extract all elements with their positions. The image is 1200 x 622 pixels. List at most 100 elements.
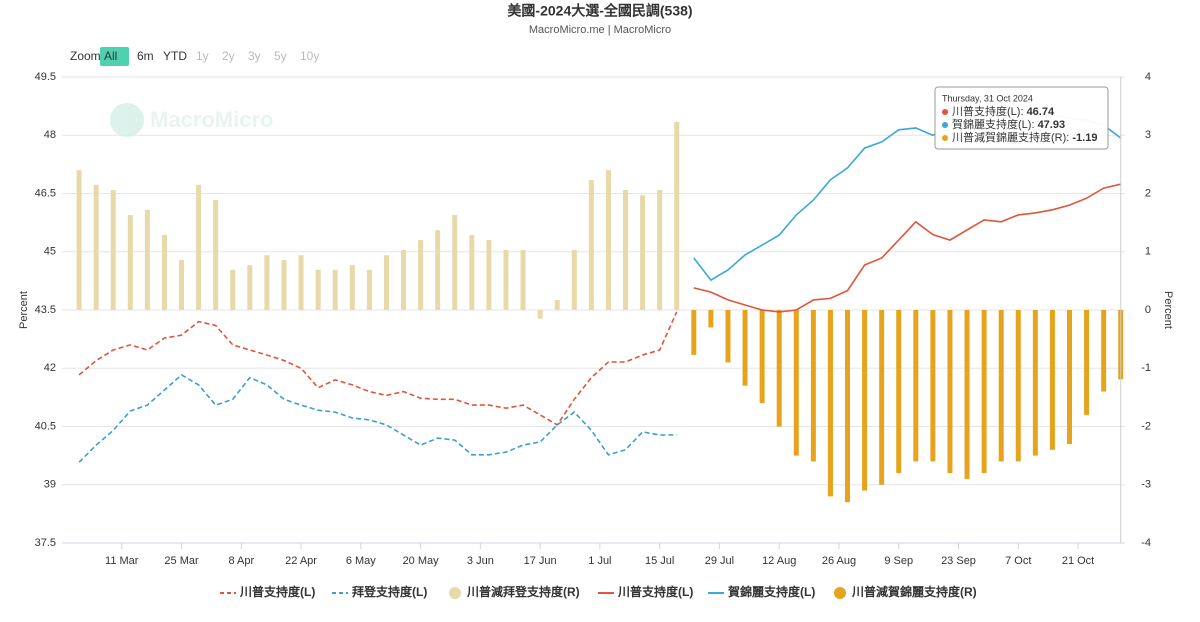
zoom-button[interactable]: 3y — [248, 49, 261, 63]
chart-subtitle: MacroMicro.me | MacroMicro — [529, 24, 671, 36]
tooltip-row: 川普減賀錦麗支持度(R): -1.19 — [952, 130, 1097, 144]
x-tick-label: 20 May — [403, 555, 440, 567]
tooltip-dot — [942, 122, 948, 128]
y-tick-label: 48 — [44, 129, 56, 141]
x-tick-label: 11 Mar — [105, 555, 139, 567]
bar — [1032, 310, 1038, 456]
y-tick-label: 49.5 — [35, 71, 56, 83]
y-tick-label: 46.5 — [35, 187, 56, 199]
bar — [503, 250, 509, 310]
x-tick-label: 8 Apr — [228, 555, 254, 567]
bar — [144, 209, 150, 310]
bar — [383, 255, 389, 310]
x-tick-label: 29 Jul — [705, 555, 734, 567]
bar — [452, 215, 458, 310]
tooltip-box — [934, 86, 1109, 150]
legend-label[interactable]: 川普減拜登支持度(R) — [466, 584, 580, 599]
bar — [179, 259, 185, 310]
bar — [1015, 310, 1021, 462]
legend-label[interactable]: 川普支持度(L) — [617, 584, 693, 599]
bar — [964, 310, 970, 479]
y2-tick-label: -4 — [1141, 537, 1151, 549]
y-axis-label: Percent — [18, 291, 30, 329]
bar — [366, 269, 372, 310]
bar — [913, 310, 919, 462]
tooltip-row: 川普支持度(L): 46.74 — [952, 104, 1055, 118]
legend-label[interactable]: 川普減賀錦麗支持度(R) — [851, 584, 977, 599]
bar — [1084, 310, 1090, 415]
tooltip-value: -1.19 — [1072, 132, 1097, 144]
zoom-button[interactable]: 6m — [137, 49, 154, 63]
x-tick-label: 9 Sep — [884, 555, 913, 567]
bar — [213, 199, 219, 310]
bar — [332, 269, 338, 310]
x-tick-label: 3 Jun — [467, 555, 494, 567]
y2-tick-label: -1 — [1141, 362, 1151, 374]
watermark-logo — [110, 103, 144, 137]
tooltip-dot — [942, 135, 948, 141]
bar — [520, 250, 526, 310]
y-tick-label: 39 — [44, 479, 56, 491]
legend-label[interactable]: 賀錦麗支持度(L) — [727, 584, 815, 599]
zoom-button[interactable]: 1y — [196, 49, 209, 63]
bar — [486, 240, 492, 310]
tooltip-row: 賀錦麗支持度(L): 47.93 — [952, 117, 1065, 131]
bar — [93, 184, 99, 310]
y-tick-label: 42 — [44, 362, 56, 374]
bar — [930, 310, 936, 462]
bar — [315, 269, 321, 310]
line — [78, 311, 678, 426]
y-tick-label: 40.5 — [35, 420, 56, 432]
bar — [76, 170, 82, 310]
y2-tick-label: 2 — [1145, 187, 1151, 199]
x-tick-label: 12 Aug — [762, 555, 796, 567]
y-tick-label: 37.5 — [35, 537, 56, 549]
line — [78, 373, 677, 463]
legend-icon — [449, 587, 461, 599]
bar — [435, 230, 441, 310]
y2-tick-label: 4 — [1145, 71, 1151, 83]
bar — [827, 310, 833, 497]
bar — [947, 310, 953, 474]
zoom-button: Zoom — [70, 49, 101, 63]
bar — [998, 310, 1004, 462]
bar — [264, 255, 270, 310]
zoom-button[interactable]: 5y — [274, 49, 287, 63]
legend-label[interactable]: 拜登支持度(L) — [352, 584, 427, 599]
bar — [776, 310, 782, 427]
y-tick-label: 45 — [44, 246, 56, 258]
legend-label[interactable]: 川普支持度(L) — [239, 584, 315, 599]
x-tick-label: 22 Apr — [285, 555, 317, 567]
y2-axis-label: Percent — [1162, 291, 1174, 329]
x-tick-label: 26 Aug — [822, 555, 856, 567]
bar — [554, 300, 560, 310]
x-tick-label: 6 May — [346, 555, 376, 567]
bar — [196, 184, 202, 310]
zoom-button[interactable]: All — [104, 49, 117, 63]
bar — [298, 255, 304, 310]
bar — [623, 190, 629, 310]
bar — [862, 310, 868, 491]
y2-tick-label: 1 — [1145, 246, 1151, 258]
zoom-button[interactable]: 10y — [300, 49, 319, 63]
bar — [810, 310, 816, 462]
bar — [981, 310, 987, 474]
legend-icon — [834, 587, 846, 599]
tooltip-value: 47.93 — [1038, 119, 1066, 131]
bar — [879, 310, 885, 485]
bar — [110, 190, 116, 310]
x-tick-label: 1 Jul — [588, 555, 611, 567]
x-tick-label: 25 Mar — [164, 555, 199, 567]
bar — [674, 121, 680, 310]
bar — [349, 265, 355, 310]
x-tick-label: 17 Jun — [524, 555, 557, 567]
zoom-button[interactable]: YTD — [163, 49, 187, 63]
y2-tick-label: -3 — [1141, 479, 1151, 491]
tooltip-dot — [942, 109, 948, 115]
zoom-button[interactable]: 2y — [222, 49, 235, 63]
tooltip-label: 賀錦麗支持度(L): — [952, 117, 1038, 131]
y2-tick-label: -2 — [1141, 420, 1151, 432]
